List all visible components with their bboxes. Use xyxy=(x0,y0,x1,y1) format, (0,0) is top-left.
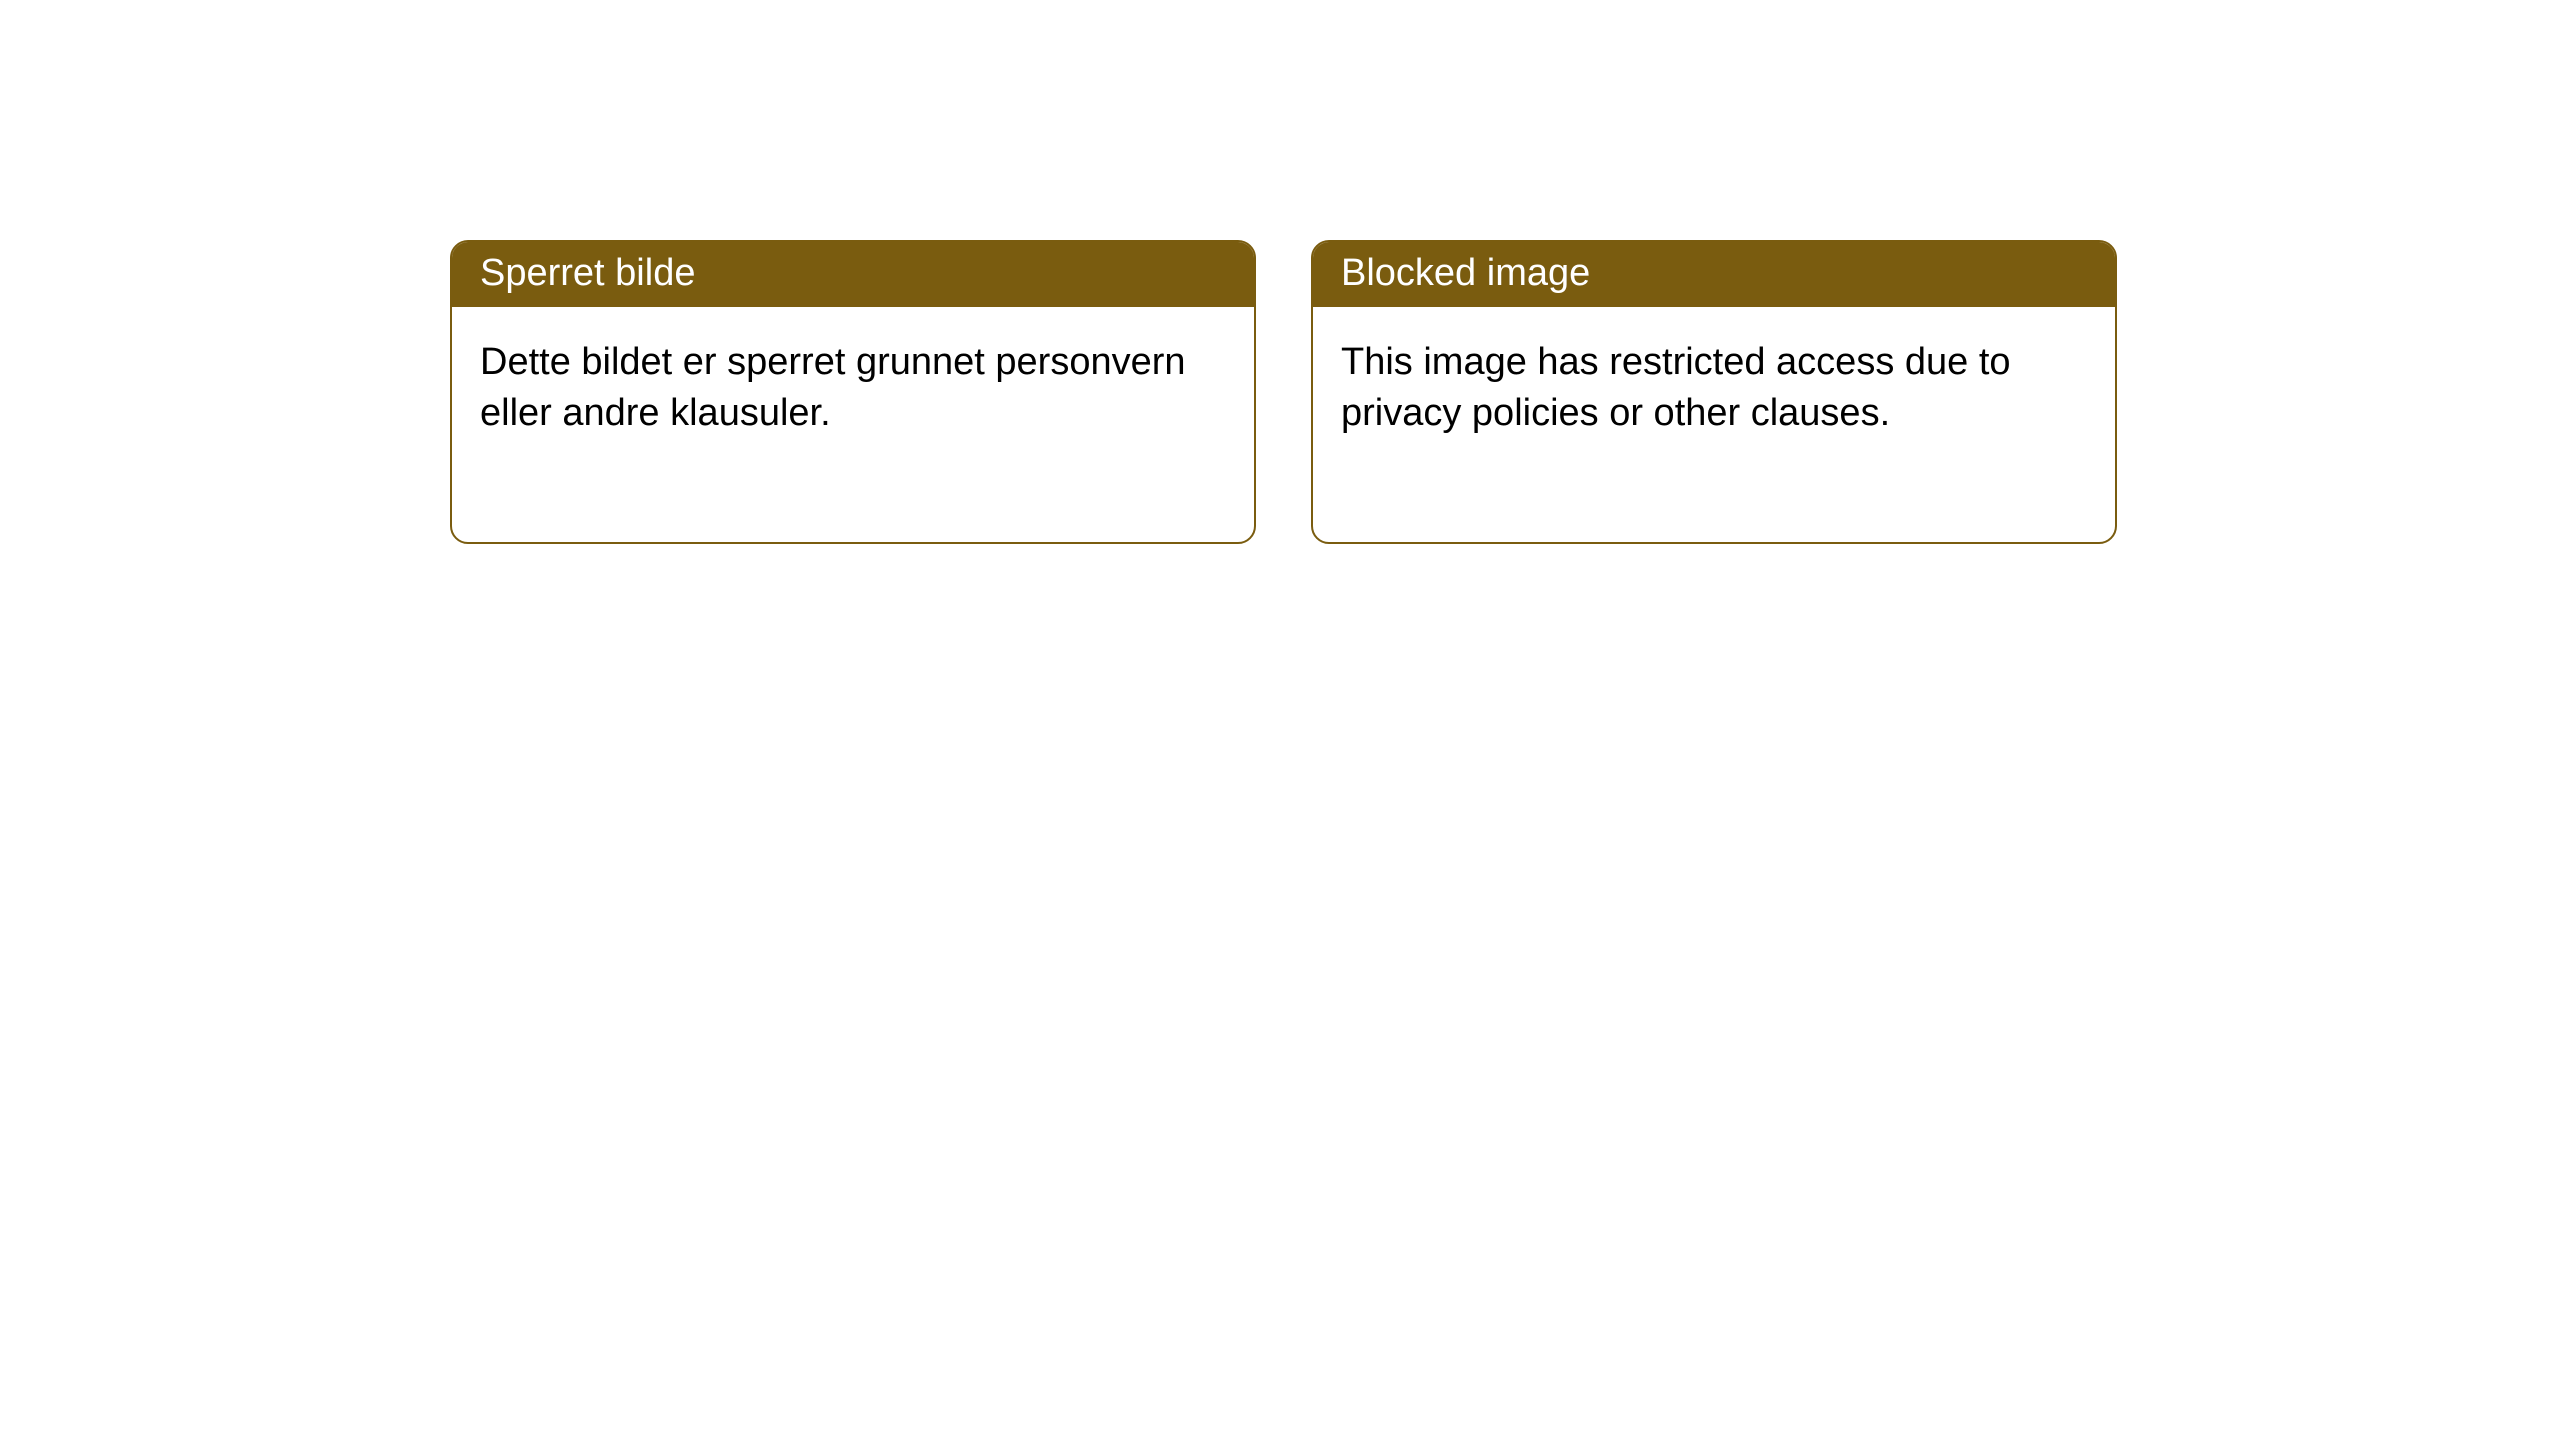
notice-header: Sperret bilde xyxy=(452,242,1254,307)
notice-body: This image has restricted access due to … xyxy=(1313,307,2115,542)
notice-header: Blocked image xyxy=(1313,242,2115,307)
notice-body: Dette bildet er sperret grunnet personve… xyxy=(452,307,1254,542)
notice-container: Sperret bilde Dette bildet er sperret gr… xyxy=(0,0,2560,544)
notice-card-norwegian: Sperret bilde Dette bildet er sperret gr… xyxy=(450,240,1256,544)
notice-card-english: Blocked image This image has restricted … xyxy=(1311,240,2117,544)
